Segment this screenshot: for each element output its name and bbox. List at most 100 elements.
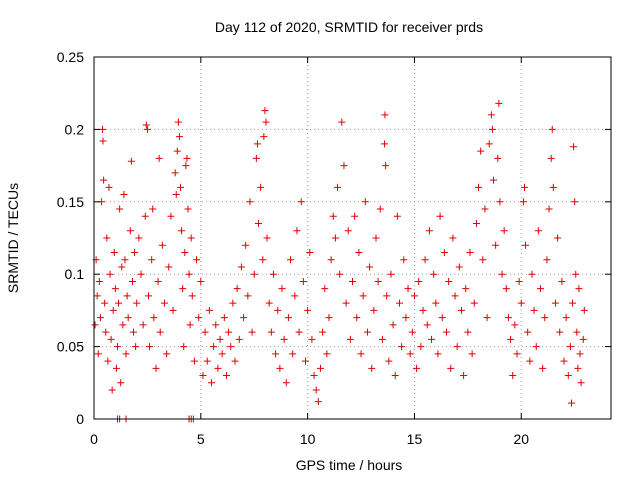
data-point [121,256,129,264]
data-point [526,357,534,365]
data-point [158,241,166,249]
data-point [524,328,532,336]
y-tick-labels: 0 0.05 0.1 0.15 0.2 0.25 [57,49,84,427]
data-point [359,292,367,300]
data-point [507,335,515,343]
data-point [374,277,382,285]
data-point [539,364,547,372]
data-point [199,372,207,380]
data-point [280,335,288,343]
data-point [504,314,512,322]
axis-ticks [93,56,611,420]
data-point [185,270,193,278]
data-point [425,227,433,235]
data-point [183,154,191,162]
data-point [314,398,322,406]
data-point [451,292,459,300]
data-point [438,314,446,322]
data-point [496,198,504,206]
data-point [490,176,497,184]
data-point [99,137,107,145]
data-point [353,314,361,322]
data-point [423,321,431,329]
data-point [116,205,124,213]
data-point [175,133,183,141]
x-tick-label: 5 [197,431,205,447]
data-point [103,234,111,242]
data-point [558,277,566,285]
data-point [262,118,270,126]
data-point [562,314,570,322]
data-point [466,248,474,256]
data-point [537,285,544,293]
data-point [260,133,268,141]
data-point [492,241,500,249]
data-point [385,357,393,365]
data-point [302,357,309,365]
data-point [389,321,397,329]
data-point [201,328,209,336]
data-point [212,321,220,329]
data-point [137,270,145,278]
data-point [210,343,218,351]
data-point [95,277,103,285]
data-point [246,198,254,206]
data-points [91,99,588,423]
data-point [571,198,579,206]
data-point [308,335,316,343]
data-point [225,328,233,336]
y-tick-label: 0.2 [65,121,85,137]
data-point [468,350,476,358]
data-point [393,212,401,220]
data-point [218,350,226,358]
data-point [336,270,344,278]
data-point [205,306,213,314]
data-point [252,154,260,162]
data-point [419,306,427,314]
data-point [255,220,262,228]
data-point [453,343,461,351]
data-point [133,299,141,307]
data-point [378,335,386,343]
data-point [381,111,389,119]
y-tick-label: 0.05 [57,339,84,355]
data-point [282,379,290,387]
data-point [408,328,416,336]
data-point [99,125,107,133]
data-point [165,263,173,271]
data-point [306,248,314,256]
data-point [554,234,562,242]
data-point [291,292,299,300]
data-point [436,212,444,220]
data-point [104,357,112,365]
data-point [327,256,335,264]
data-point [216,335,224,343]
data-point [124,314,132,322]
data-point [93,292,101,300]
data-point [541,314,549,322]
data-point [551,299,559,307]
data-point [220,314,228,322]
data-point [519,198,527,206]
y-tick-label: 0.25 [57,49,84,65]
grid [94,57,611,419]
data-point [181,248,189,256]
data-point [227,343,235,351]
data-point [325,314,333,322]
y-tick-label: 0.15 [57,194,84,210]
data-point [400,256,408,264]
data-point [495,99,503,107]
data-point [522,241,530,249]
data-point [123,292,131,300]
data-point [340,162,348,170]
data-point [132,343,140,351]
data-point [304,306,312,314]
data-point [462,285,470,293]
data-point [180,343,188,351]
data-point [154,277,162,285]
data-point [107,335,115,343]
data-point [127,157,135,165]
data-point [344,227,352,235]
data-point [404,285,412,293]
